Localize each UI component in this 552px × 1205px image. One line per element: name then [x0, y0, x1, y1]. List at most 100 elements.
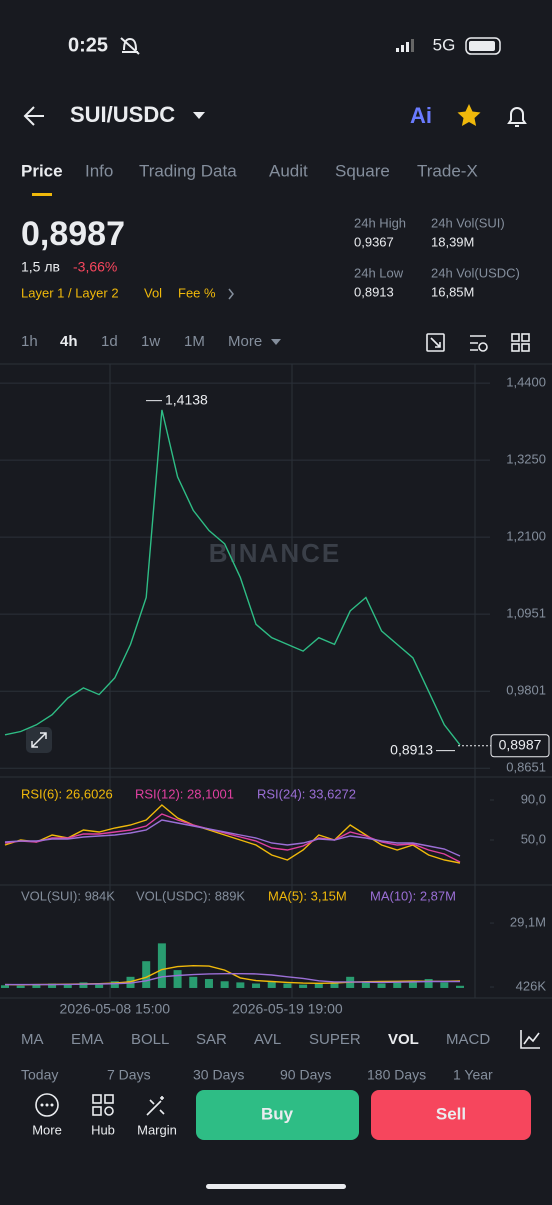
tag[interactable]: Vol: [144, 285, 162, 300]
period[interactable]: 30 Days: [193, 1067, 244, 1083]
indicator-tab[interactable]: AVL: [254, 1031, 281, 1048]
more-dots[interactable]: [40, 1103, 54, 1107]
back-button[interactable]: [23, 106, 44, 126]
indicator-tab[interactable]: SUPER: [309, 1031, 361, 1048]
high-label: 1,4138: [165, 391, 208, 407]
tab[interactable]: Trading Data: [139, 161, 237, 180]
tab[interactable]: Trade-X: [417, 161, 478, 180]
bar: [173, 970, 182, 988]
legend-entry: MA(5): 3,15M: [268, 888, 347, 903]
nav-label[interactable]: More: [32, 1122, 62, 1137]
period[interactable]: 180 Days: [367, 1067, 426, 1083]
more-caret[interactable]: [271, 339, 281, 345]
bar: [314, 983, 323, 988]
bar: [408, 981, 417, 988]
bar: [142, 961, 151, 988]
y-tick-label: 50,0: [521, 831, 546, 846]
indicator-tab[interactable]: MACD: [446, 1031, 490, 1048]
ai-button[interactable]: Ai: [410, 103, 432, 128]
pair-title[interactable]: SUI/USDC: [70, 102, 175, 127]
interval[interactable]: 1w: [141, 333, 160, 350]
interval[interactable]: 4h: [60, 333, 78, 350]
bar: [63, 983, 72, 988]
network: 5G: [433, 35, 456, 54]
interval[interactable]: More: [228, 333, 262, 350]
hub-icon[interactable]: [92, 1094, 114, 1116]
interval[interactable]: 1d: [101, 333, 118, 350]
bar: [110, 981, 119, 988]
watermark: BINANCE: [209, 538, 341, 568]
line: [4, 409, 461, 746]
bar: [204, 979, 213, 988]
bar: [299, 984, 308, 988]
nav-label[interactable]: Margin: [137, 1122, 177, 1137]
alert-bell[interactable]: [507, 107, 527, 127]
pair-caret[interactable]: [193, 112, 205, 119]
y-tick-label: 0,8651: [506, 760, 546, 775]
indicator-tab[interactable]: VOL: [388, 1031, 419, 1048]
bar: [220, 981, 229, 988]
last-price-box: [490, 734, 550, 758]
bar: [236, 982, 245, 988]
tag-chevron[interactable]: [228, 288, 234, 300]
bar: [267, 981, 276, 988]
line: [4, 804, 461, 864]
indicator-tab[interactable]: BOLL: [131, 1031, 169, 1048]
buy-label[interactable]: Buy: [261, 1104, 294, 1123]
legend-entry: VOL(SUI): 984K: [21, 888, 115, 903]
period[interactable]: Today: [21, 1067, 58, 1083]
tab[interactable]: Price: [21, 161, 63, 180]
interval[interactable]: 1h: [21, 333, 38, 350]
battery: [465, 37, 501, 55]
y-tick-label: 29,1M: [510, 915, 546, 930]
tag[interactable]: Layer 1 / Layer 2: [21, 285, 119, 300]
sell-label[interactable]: Sell: [436, 1104, 466, 1123]
indicator-tab[interactable]: SAR: [196, 1031, 227, 1048]
x-tick-label: 2026-05-08 15:00: [60, 1001, 171, 1017]
more-icon[interactable]: [35, 1093, 59, 1117]
home-indicator: [206, 1184, 346, 1189]
interval[interactable]: 1M: [184, 333, 205, 350]
bar: [377, 983, 386, 988]
last-price-label: 0,8987: [499, 736, 542, 752]
status-time: 0:25: [68, 34, 108, 56]
line: [5, 973, 461, 986]
indicator-tab[interactable]: EMA: [71, 1031, 104, 1048]
favorite-star[interactable]: [457, 104, 481, 126]
expand-icon[interactable]: [31, 732, 47, 748]
bar: [79, 982, 88, 988]
indicator-settings[interactable]: [520, 1030, 540, 1049]
bar: [48, 983, 57, 988]
indicator-tab[interactable]: MA: [21, 1031, 44, 1048]
bar: [283, 983, 292, 988]
nav-label[interactable]: Hub: [91, 1122, 115, 1137]
chart-tools[interactable]: [426, 333, 530, 352]
y-tick-label: 426K: [516, 978, 547, 993]
bar: [189, 976, 198, 988]
stat-label: 24h Low: [354, 265, 404, 280]
bar: [440, 982, 449, 988]
period[interactable]: 90 Days: [280, 1067, 331, 1083]
margin-icon[interactable]: [146, 1096, 165, 1116]
period[interactable]: 7 Days: [107, 1067, 151, 1083]
buy-button[interactable]: [196, 1090, 359, 1140]
tab[interactable]: Audit: [269, 161, 308, 180]
stat-value: 0,8913: [354, 284, 394, 299]
last-price: 0,8987: [21, 215, 125, 253]
x-tick-label: 2026-05-19 19:00: [232, 1001, 343, 1017]
y-tick-label: 90,0: [521, 791, 546, 806]
tab[interactable]: Square: [335, 161, 390, 180]
stat-value: 18,39M: [431, 234, 474, 249]
sell-button[interactable]: [371, 1090, 531, 1140]
tab[interactable]: Info: [85, 161, 113, 180]
line: [4, 819, 461, 857]
battery-level: [469, 41, 495, 51]
chart-frame: [0, 363, 552, 999]
legend-entry: RSI(12): 28,1001: [135, 786, 234, 801]
legend-label: VOL(USDC): 889K: [136, 888, 245, 903]
tag[interactable]: Fee %: [178, 285, 216, 300]
line: [4, 813, 461, 863]
period[interactable]: 1 Year: [453, 1067, 493, 1083]
